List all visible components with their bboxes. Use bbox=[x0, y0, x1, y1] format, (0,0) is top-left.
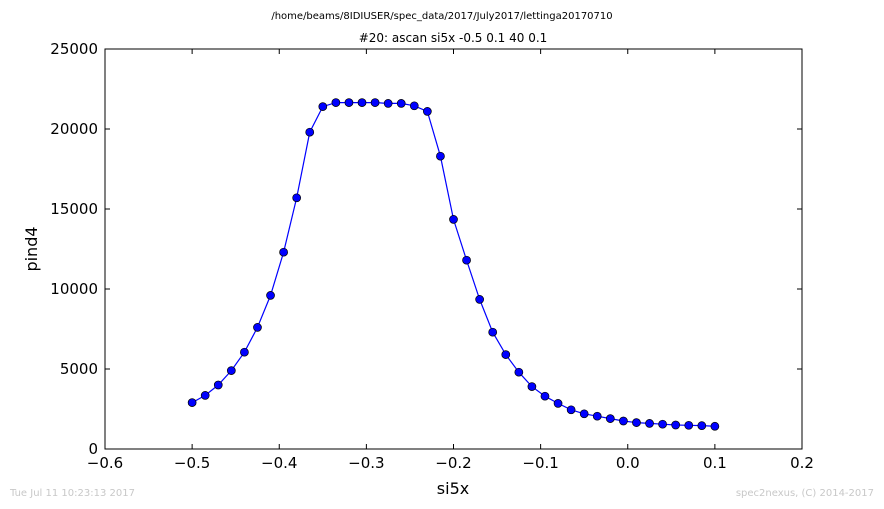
x-tick-label: −0.5 bbox=[174, 454, 210, 472]
data-point bbox=[344, 98, 354, 107]
x-tick-label: 0.2 bbox=[790, 454, 814, 472]
data-point bbox=[475, 295, 484, 304]
y-tick-label: 20000 bbox=[50, 120, 98, 138]
y-tick-label: 10000 bbox=[50, 280, 98, 298]
data-point bbox=[436, 151, 445, 161]
data-point bbox=[527, 382, 537, 391]
data-point bbox=[566, 405, 576, 415]
x-tick-label: 0.1 bbox=[703, 454, 727, 472]
data-point bbox=[266, 291, 275, 300]
data-point bbox=[658, 419, 667, 429]
y-tick-label: 25000 bbox=[50, 40, 98, 58]
data-point bbox=[697, 421, 707, 430]
data-point bbox=[553, 399, 563, 408]
x-tick-label: −0.4 bbox=[261, 454, 297, 472]
data-point bbox=[462, 255, 471, 265]
chart-title: #20: ascan si5x -0.5 0.1 40 0.1 bbox=[359, 31, 548, 45]
data-point bbox=[187, 398, 197, 407]
data-point bbox=[331, 98, 341, 107]
data-point bbox=[423, 107, 432, 116]
data-point bbox=[318, 102, 328, 111]
x-tick-label: −0.3 bbox=[348, 454, 384, 472]
y-tick-label: 0 bbox=[88, 440, 98, 458]
x-tick-label: 0.0 bbox=[616, 454, 640, 472]
x-tick-label: −0.1 bbox=[522, 454, 558, 472]
data-point bbox=[579, 409, 589, 419]
footer-credit: spec2nexus, (C) 2014-2017 bbox=[735, 488, 874, 499]
data-point bbox=[671, 420, 681, 430]
data-point bbox=[684, 420, 694, 430]
data-point bbox=[501, 350, 511, 359]
data-point bbox=[226, 366, 236, 375]
data-point bbox=[383, 99, 393, 108]
data-point bbox=[619, 416, 628, 426]
data-point bbox=[645, 419, 654, 428]
footer-timestamp: Tue Jul 11 10:23:13 2017 bbox=[10, 488, 135, 499]
data-point bbox=[632, 418, 641, 427]
data-point bbox=[213, 380, 223, 390]
data-point bbox=[253, 323, 262, 332]
data-point bbox=[540, 391, 550, 401]
data-point bbox=[409, 101, 419, 111]
x-tick-label: −0.6 bbox=[87, 454, 123, 472]
y-tick-label: 5000 bbox=[60, 360, 98, 378]
data-point bbox=[292, 193, 302, 203]
plot-frame bbox=[104, 48, 803, 450]
chart-suptitle: /home/beams/8IDIUSER/spec_data/2017/July… bbox=[271, 11, 612, 22]
y-tick-label: 15000 bbox=[50, 200, 98, 218]
data-point bbox=[357, 98, 367, 107]
data-point bbox=[370, 98, 380, 107]
data-point bbox=[605, 414, 615, 423]
data-point bbox=[592, 411, 602, 421]
data-point bbox=[514, 367, 524, 377]
x-tick-label: −0.2 bbox=[435, 454, 471, 472]
data-point bbox=[396, 99, 406, 108]
x-axis-label: si5x bbox=[437, 479, 469, 498]
data-point bbox=[240, 347, 249, 357]
data-point bbox=[200, 391, 210, 400]
series-line bbox=[191, 101, 715, 427]
data-point bbox=[488, 327, 498, 337]
data-point bbox=[305, 127, 315, 137]
y-axis-label: pind4 bbox=[22, 226, 41, 271]
data-point bbox=[710, 421, 720, 431]
data-point bbox=[449, 215, 458, 224]
data-point bbox=[279, 247, 288, 257]
